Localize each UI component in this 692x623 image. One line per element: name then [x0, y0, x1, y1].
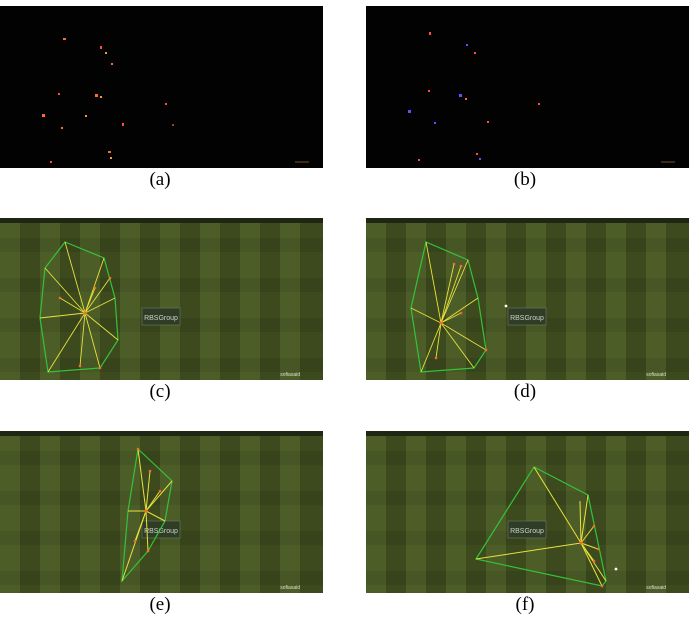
svg-text:sofiasaid: sofiasaid [646, 372, 666, 378]
logo-board-e: RBSGroup [141, 520, 181, 539]
caption-b: (b) [513, 169, 537, 190]
detection-map-a [0, 6, 323, 168]
caption-f: (f) [515, 594, 535, 615]
edges-c [39, 241, 119, 373]
svg-text:RBSGroup: RBSGroup [144, 528, 178, 535]
detection-map-b [366, 6, 689, 168]
detection-dots-a [42, 38, 309, 163]
logo-board-d: RBSGroup [507, 307, 547, 326]
svg-text:sofiasaid: sofiasaid [280, 585, 300, 591]
logo-board-c: RBSGroup [141, 307, 181, 326]
panel-a-image [0, 6, 323, 168]
edges-f [475, 466, 607, 587]
panel-e-image: RBSGroup sofiasaid [0, 431, 323, 593]
svg-text:RBSGroup: RBSGroup [510, 315, 544, 322]
caption-a: (a) [149, 169, 171, 190]
players-e [133, 447, 162, 553]
caption-d: (d) [513, 381, 537, 402]
players-f [579, 524, 604, 588]
edges-e [121, 448, 173, 582]
caption-c: (c) [149, 381, 171, 402]
caption-e: (e) [149, 594, 171, 615]
pitch-d: RBSGroup sofiasaid [366, 218, 689, 380]
edges-d [410, 241, 487, 373]
convex-hull-f [475, 466, 607, 587]
players-c [58, 276, 112, 370]
pitch-f: RBSGroup sofiasaid [366, 431, 689, 593]
svg-text:RBSGroup: RBSGroup [144, 315, 178, 322]
panel-b-image [366, 6, 689, 168]
svg-text:sofiasaid: sofiasaid [280, 372, 300, 378]
panel-f-image: RBSGroup sofiasaid [366, 431, 689, 593]
svg-text:RBSGroup: RBSGroup [510, 528, 544, 535]
pitch-c: RBSGroup sofiasaid [0, 218, 323, 380]
svg-text:sofiasaid: sofiasaid [646, 585, 666, 591]
panel-d-image: RBSGroup sofiasaid [366, 218, 689, 380]
pitch-e: RBSGroup sofiasaid [0, 431, 323, 593]
players-d [434, 262, 488, 360]
logo-board-f: RBSGroup [507, 520, 547, 539]
convex-hull-d [410, 241, 487, 373]
detection-dots-b [408, 32, 675, 163]
panel-c-image: RBSGroup sofiasaid [0, 218, 323, 380]
